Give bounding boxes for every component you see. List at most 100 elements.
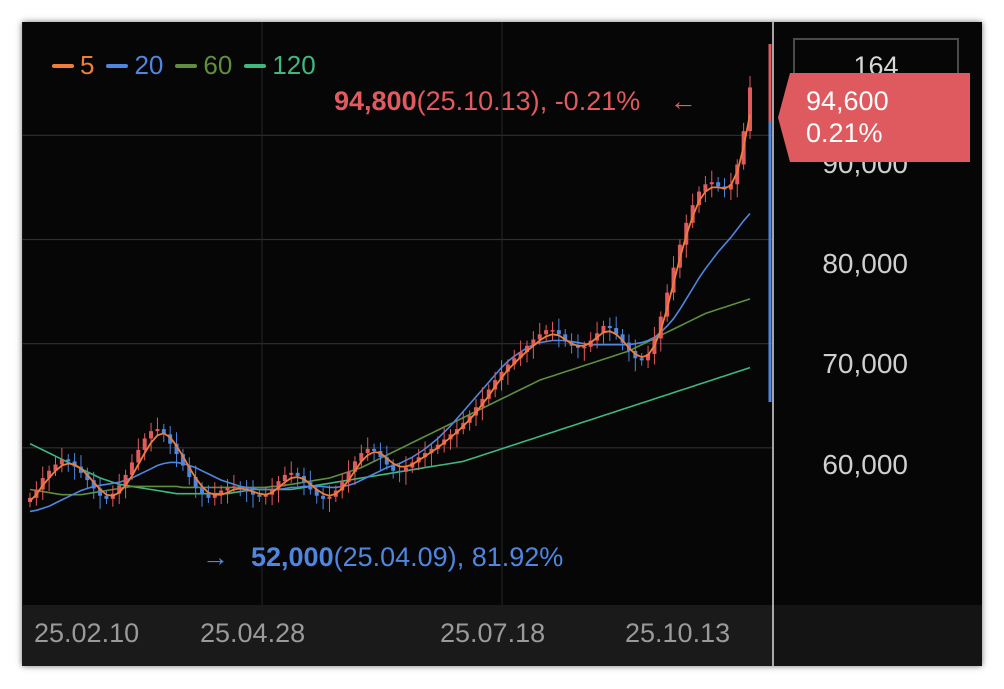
candle-body xyxy=(321,495,326,499)
legend-ma-120[interactable]: 120 xyxy=(244,50,316,81)
candle-body xyxy=(219,490,224,494)
candle-body xyxy=(193,477,198,488)
max-price-value: 94,800 xyxy=(334,86,417,116)
legend-ma-5[interactable]: 5 xyxy=(52,50,94,81)
candle-body xyxy=(238,486,243,489)
candle-body xyxy=(512,358,517,365)
current-price-value: 94,600 xyxy=(806,86,889,116)
candle-body xyxy=(537,334,542,340)
candle-body xyxy=(505,364,510,372)
x-tick-2: 25.04.28 xyxy=(200,618,306,648)
candle-body xyxy=(129,462,134,475)
candle-body xyxy=(646,354,651,361)
candle-body xyxy=(665,292,670,317)
candle-body xyxy=(544,330,549,335)
candle-body xyxy=(59,459,64,465)
candle-body xyxy=(518,352,523,359)
legend-swatch-120 xyxy=(244,63,267,68)
candle-body xyxy=(251,491,256,495)
max-price-date: (25.10.13) xyxy=(416,86,540,116)
legend-label-120: 120 xyxy=(272,50,316,80)
candle-body xyxy=(735,164,740,185)
y-tick-80000: 80,000 xyxy=(822,248,908,279)
candle-body xyxy=(136,449,141,463)
candle-body xyxy=(225,487,230,491)
candle-body xyxy=(104,495,109,499)
candle-body xyxy=(117,485,122,494)
y-tick-70000: 70,000 xyxy=(822,348,908,379)
ma-legend: 5 20 60 120 xyxy=(52,50,328,81)
candle-body xyxy=(391,464,396,471)
chart-frame: 5 20 60 120 94,800(25.10.13), -0.21% ← →… xyxy=(22,22,982,666)
candle-body xyxy=(91,480,96,489)
candle-body xyxy=(607,325,612,329)
candle-body xyxy=(263,494,268,497)
candle-body xyxy=(384,457,389,465)
candle-body xyxy=(703,184,708,192)
price-chart[interactable] xyxy=(22,22,982,666)
candle-body xyxy=(716,182,721,187)
candle-body xyxy=(556,330,561,335)
candle-body xyxy=(346,471,351,483)
max-price-change: , -0.21% xyxy=(539,86,641,116)
candle-body xyxy=(690,205,695,223)
candle-body xyxy=(123,474,128,486)
candle-body xyxy=(289,472,294,475)
candle-body xyxy=(575,345,580,348)
candle-body xyxy=(282,474,287,482)
x-tick-3: 25.07.18 xyxy=(440,618,546,648)
candle-body xyxy=(276,481,281,490)
legend-swatch-5 xyxy=(52,63,74,68)
candle-body xyxy=(200,487,205,494)
candle-body xyxy=(403,467,408,472)
candle-body xyxy=(98,488,103,496)
max-arrow-icon: ← xyxy=(669,86,697,116)
candle-body xyxy=(155,429,160,432)
candle-body xyxy=(709,182,714,185)
candle-body xyxy=(340,482,345,491)
legend-label-20: 20 xyxy=(134,50,164,80)
right-axis-band xyxy=(773,605,982,666)
candle-body xyxy=(53,464,58,471)
candle-body xyxy=(748,87,752,132)
candlesticks xyxy=(28,75,752,512)
candle-body xyxy=(728,184,733,190)
candle-body xyxy=(499,371,504,381)
legend-ma-60[interactable]: 60 xyxy=(175,50,232,81)
min-price-date: (25.04.09) xyxy=(333,542,457,572)
candle-body xyxy=(66,459,71,462)
min-price-value: 52,000 xyxy=(251,542,334,572)
candle-body xyxy=(352,461,357,472)
candle-body xyxy=(187,465,192,477)
y-tick-60000: 60,000 xyxy=(822,449,908,480)
legend-swatch-60 xyxy=(175,63,198,68)
candle-body xyxy=(563,334,568,342)
candle-body xyxy=(550,330,555,332)
candle-body xyxy=(601,325,606,334)
candle-body xyxy=(359,453,364,462)
candle-body xyxy=(486,389,491,399)
candle-body xyxy=(582,346,587,349)
max-price-annotation: 94,800(25.10.13), -0.21% ← xyxy=(334,86,697,117)
min-price-annotation: → 52,000(25.04.09), 81.92% xyxy=(202,542,563,573)
candle-body xyxy=(493,380,498,390)
candle-body xyxy=(206,493,211,498)
candle-body xyxy=(314,489,319,496)
legend-ma-20[interactable]: 20 xyxy=(106,50,163,81)
legend-label-60: 60 xyxy=(203,50,233,80)
candle-body xyxy=(639,358,644,361)
ma-120-line xyxy=(29,366,751,495)
legend-swatch-20 xyxy=(106,63,129,68)
candle-body xyxy=(142,438,147,450)
candle-body xyxy=(620,334,625,343)
current-price-tag: 94,600 0.21% xyxy=(778,73,970,162)
candle-body xyxy=(697,191,702,206)
candle-body xyxy=(40,478,45,490)
candle-body xyxy=(588,340,593,347)
candle-body xyxy=(397,470,402,473)
candle-body xyxy=(174,443,179,455)
candle-body xyxy=(327,496,332,499)
candle-body xyxy=(168,434,173,444)
candle-body xyxy=(47,470,52,479)
candle-body xyxy=(161,429,166,435)
